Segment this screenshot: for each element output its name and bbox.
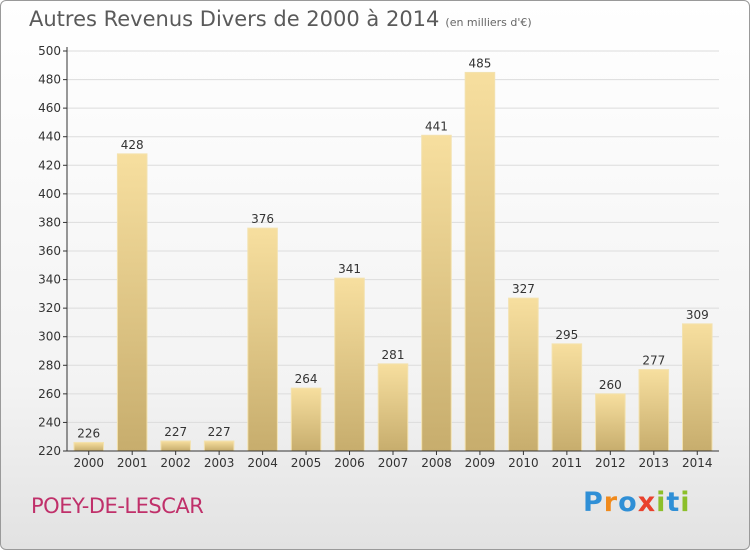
- bar: [160, 440, 191, 452]
- y-tick-label: 420: [38, 158, 61, 172]
- chart-title-text: Autres Revenus Divers de 2000 à 2014: [29, 7, 440, 31]
- x-tick-label: 2005: [291, 456, 322, 470]
- y-tick-label: 280: [38, 358, 61, 372]
- y-tick-label: 480: [38, 73, 61, 87]
- x-tick-label: 2002: [160, 456, 191, 470]
- bar: [421, 134, 452, 452]
- bar: [464, 71, 496, 452]
- x-tick-label: 2009: [465, 456, 496, 470]
- data-label: 226: [77, 426, 100, 440]
- logo-letter: r: [603, 487, 619, 518]
- x-tick-label: 2010: [508, 456, 539, 470]
- bar: [551, 343, 583, 452]
- logo-letter: x: [637, 487, 657, 518]
- bar: [247, 227, 278, 452]
- bar: [73, 441, 105, 452]
- bar: [334, 277, 365, 452]
- chart-subtitle: (en milliers d'€): [445, 16, 532, 29]
- y-tick-label: 260: [38, 387, 61, 401]
- x-tick-label: 2003: [204, 456, 235, 470]
- x-tick-label: 2007: [378, 456, 409, 470]
- x-tick-label: 2013: [639, 456, 670, 470]
- place-name: POEY-DE-LESCAR: [31, 494, 204, 518]
- x-tick-label: 2008: [421, 456, 452, 470]
- y-tick-label: 460: [38, 101, 61, 115]
- x-tick-label: 2014: [682, 456, 713, 470]
- y-tick-label: 220: [38, 444, 61, 458]
- bar: [638, 369, 670, 452]
- bar: [681, 323, 713, 452]
- bar: [290, 387, 322, 452]
- y-tick-label: 240: [38, 415, 61, 429]
- logo-letter: o: [618, 487, 638, 518]
- logo-letter: i: [656, 487, 667, 518]
- data-label: 341: [338, 262, 361, 276]
- data-label: 485: [468, 56, 491, 70]
- data-label: 295: [555, 328, 578, 342]
- proxiti-logo: Proxiti: [583, 487, 691, 518]
- y-tick-label: 360: [38, 244, 61, 258]
- x-tick-label: 2006: [334, 456, 365, 470]
- data-label: 227: [208, 425, 231, 439]
- x-tick-label: 2000: [73, 456, 104, 470]
- data-label: 441: [425, 119, 448, 133]
- logo-letter: i: [680, 487, 691, 518]
- data-label: 281: [382, 348, 405, 362]
- y-tick-label: 340: [38, 273, 61, 287]
- data-label: 428: [121, 138, 144, 152]
- chart-title: Autres Revenus Divers de 2000 à 2014 (en …: [29, 7, 532, 31]
- logo-letter: P: [583, 487, 604, 518]
- y-tick-label: 440: [38, 130, 61, 144]
- data-label: 277: [642, 354, 665, 368]
- y-tick-label: 400: [38, 187, 61, 201]
- logo-letter: t: [666, 487, 681, 518]
- data-label: 327: [512, 282, 535, 296]
- y-tick-label: 300: [38, 330, 61, 344]
- bar: [508, 297, 539, 452]
- x-tick-label: 2012: [595, 456, 626, 470]
- bar: [377, 363, 409, 452]
- data-label: 227: [164, 425, 187, 439]
- y-tick-label: 320: [38, 301, 61, 315]
- bar: [595, 393, 626, 452]
- data-label: 309: [686, 308, 709, 322]
- axes: 220 240 260 280 300 320 340 360 380 400 420 440 460 4…: [38, 44, 719, 470]
- data-label: 260: [599, 378, 622, 392]
- x-tick-label: 2004: [247, 456, 278, 470]
- y-tick-label: 500: [38, 44, 61, 58]
- bars: 226 428 227 227 376 264 341 281 441 485 327 295 260 2…: [73, 56, 713, 452]
- x-tick-label: 2011: [552, 456, 583, 470]
- bar: [116, 153, 148, 452]
- y-tick-label: 380: [38, 215, 61, 229]
- x-tick-label: 2001: [117, 456, 148, 470]
- data-label: 376: [251, 212, 274, 226]
- bar: [203, 440, 235, 452]
- data-label: 264: [295, 372, 318, 386]
